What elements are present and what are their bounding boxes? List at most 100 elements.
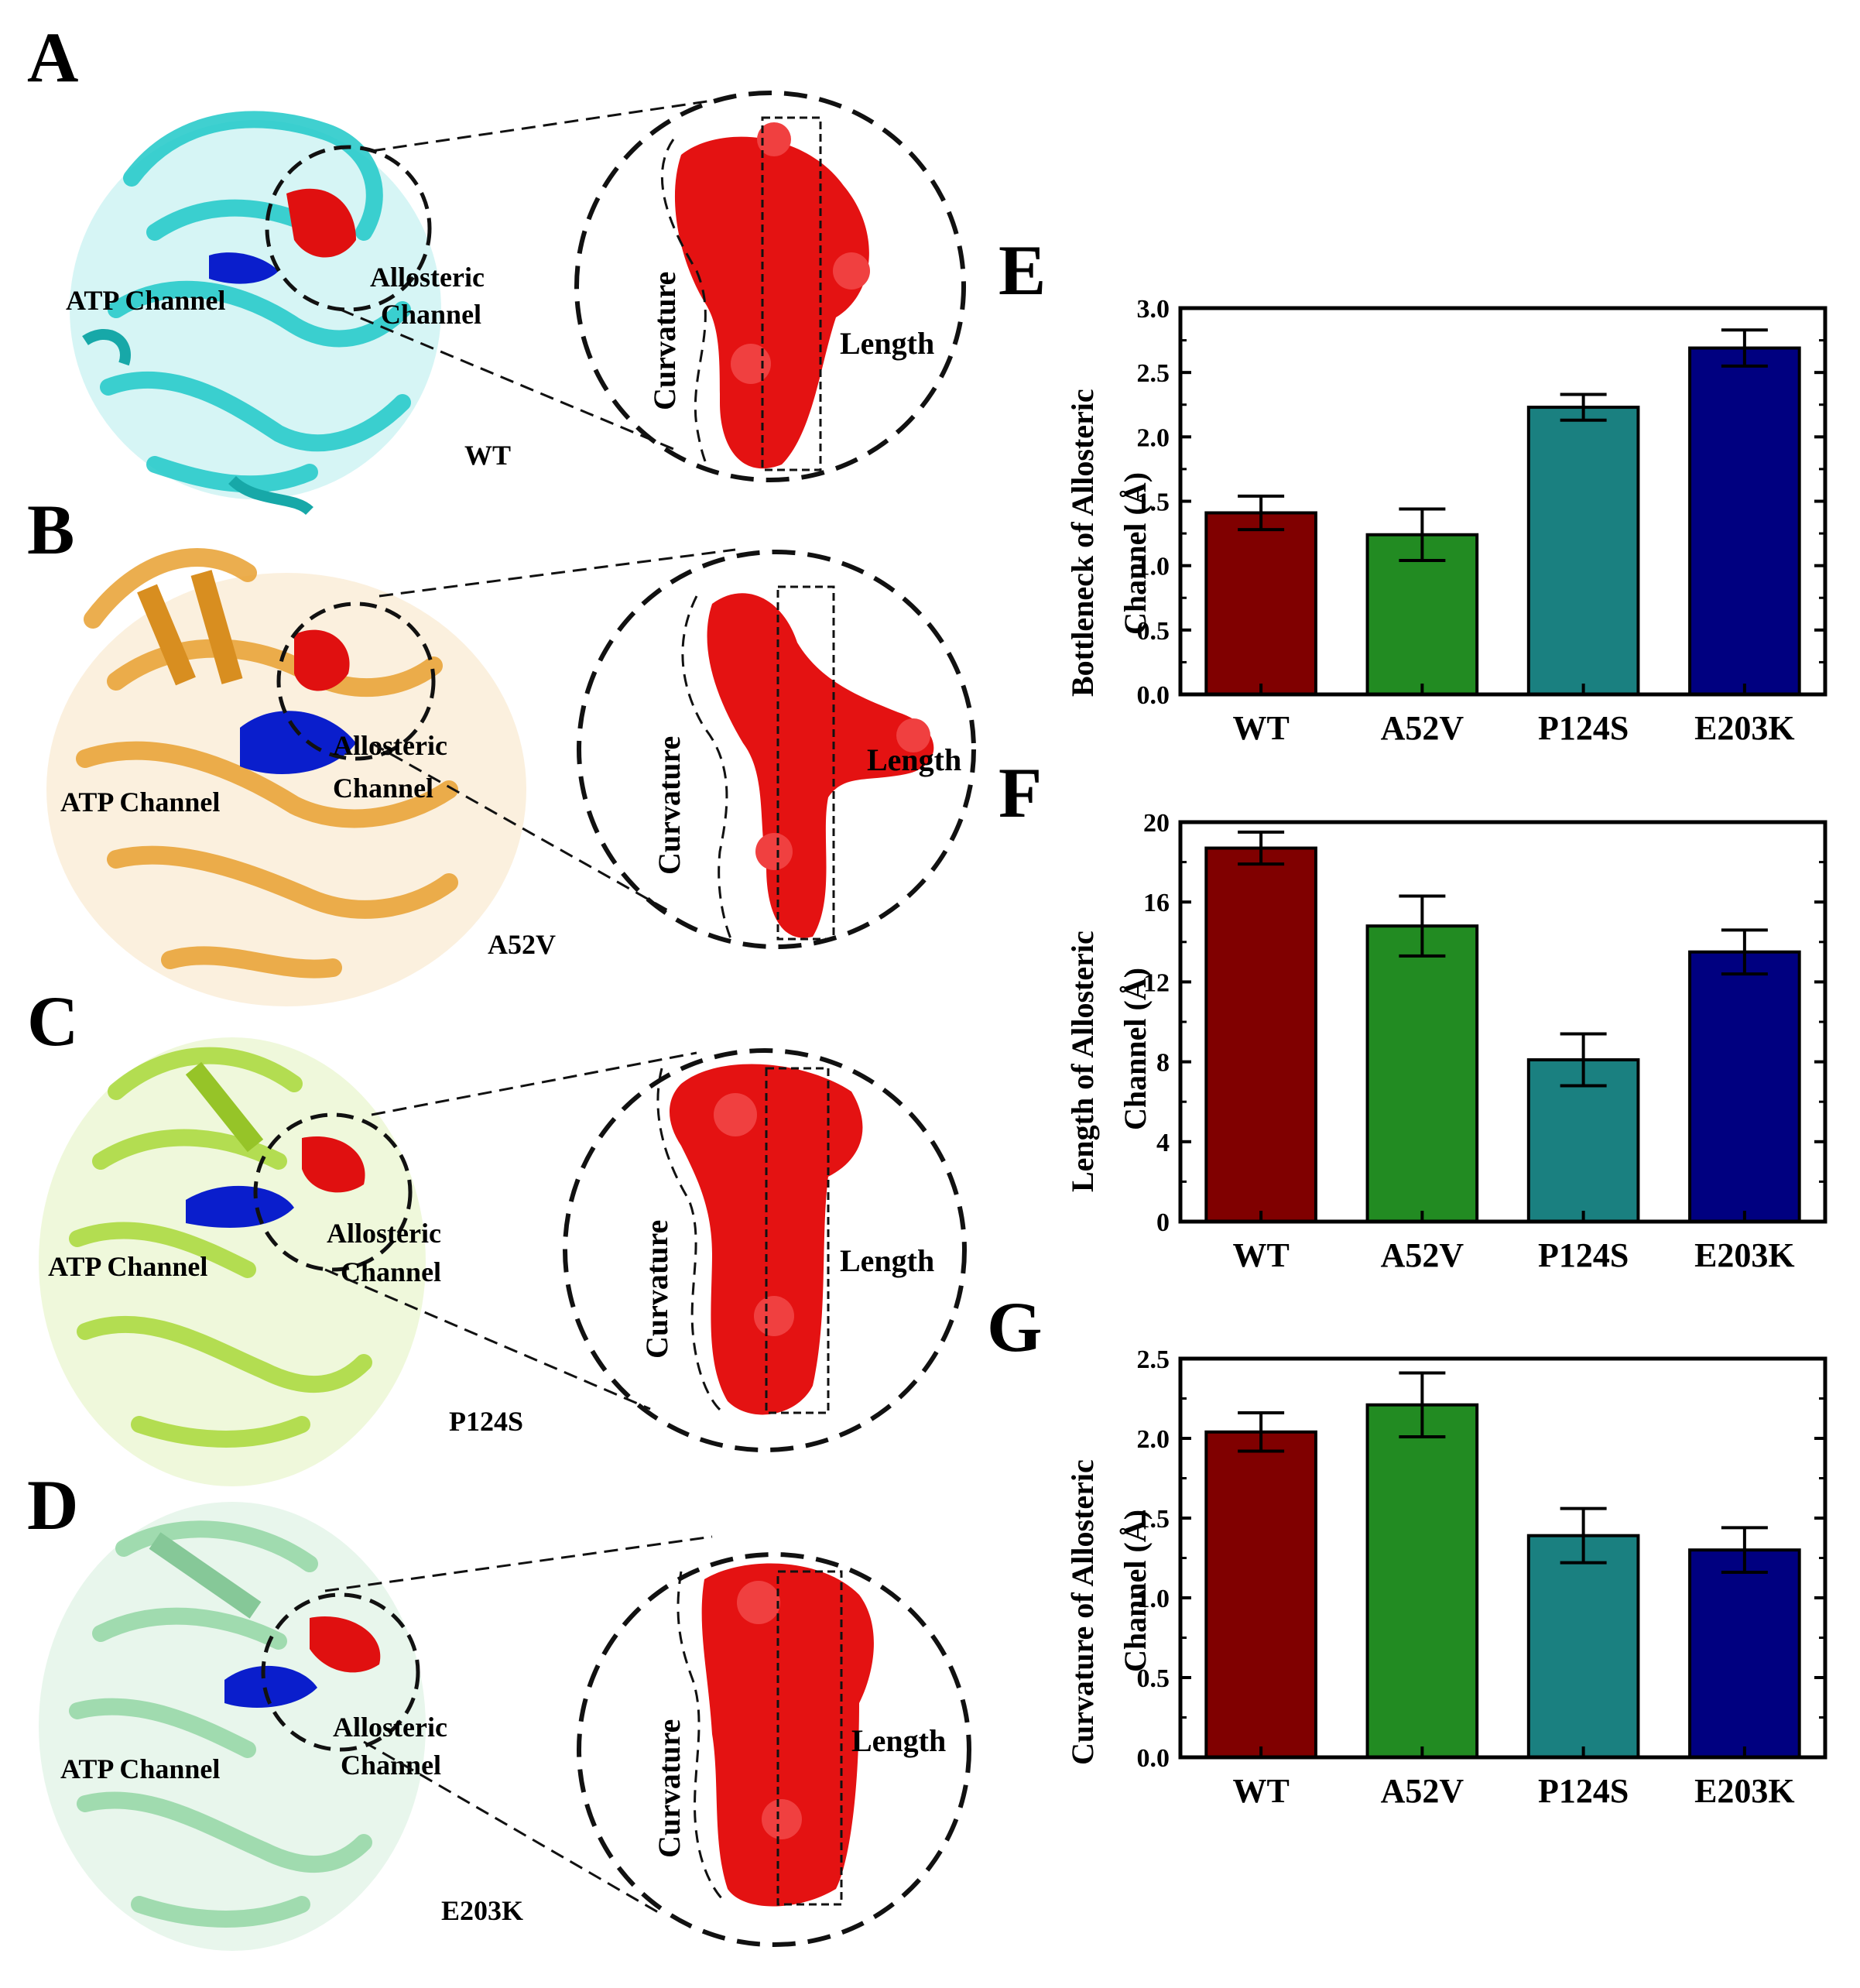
y-tick-label: 1.5	[1137, 488, 1170, 517]
atp-channel-label: ATP Channel	[60, 787, 220, 817]
x-tick-label: A52V	[1381, 1236, 1464, 1274]
x-tick-label: P124S	[1538, 709, 1629, 747]
y-tick-label: 0.5	[1137, 1664, 1170, 1693]
bar-a52v	[1365, 924, 1479, 1224]
allosteric-label-2: Channel	[341, 1750, 441, 1781]
atp-channel-label: ATP Channel	[60, 1753, 220, 1784]
y-tick-label: 0.0	[1137, 681, 1170, 710]
atp-channel-label: ATP Channel	[48, 1251, 207, 1282]
structure-panel-a: A ATP Channel Allosteric Channel WT Curv…	[27, 18, 966, 516]
length-box	[765, 1067, 830, 1414]
allosteric-label-1: Allosteric	[327, 1218, 441, 1249]
variant-label: E203K	[441, 1895, 523, 1926]
bar-wt	[1204, 511, 1317, 696]
panel-letter-g: G	[987, 1287, 1043, 1366]
y-tick-label: 3.0	[1137, 295, 1170, 324]
zoom-circle-small	[253, 1112, 413, 1272]
curvature-label: Curvature	[647, 272, 682, 410]
x-tick-label: A52V	[1381, 709, 1464, 747]
y-axis-label-line-1: Length of Allosteric	[1065, 931, 1100, 1192]
variant-label: A52V	[488, 929, 556, 960]
y-axis-label-line-2: Channel (Å)	[1118, 472, 1153, 635]
curvature-label: Curvature	[639, 1220, 674, 1359]
zoom-line-top	[371, 1051, 697, 1116]
panel-letter-c: C	[27, 982, 78, 1061]
allosteric-label-1: Allosteric	[333, 1712, 447, 1743]
chart-panel-e: E Bottleneck of Allosteric Channel (Å) 0…	[999, 231, 1827, 747]
zoom-circle-large	[563, 1048, 967, 1452]
y-axis-label-line-1: Curvature of Allosteric	[1065, 1459, 1100, 1765]
x-tick-label: P124S	[1538, 1236, 1629, 1274]
y-axis-label-line-1: Bottleneck of Allosteric	[1065, 389, 1100, 697]
bar-e203k	[1688, 346, 1801, 696]
zoom-line-bottom	[340, 308, 674, 451]
zoom-circle-small	[276, 602, 436, 761]
curvature-guide	[677, 1571, 725, 1902]
structure-panel-b: B ATP Channel Allosteric Channel A52V Cu…	[27, 490, 976, 1006]
atp-channel-blue	[186, 1185, 294, 1228]
variant-label: WT	[464, 440, 511, 471]
y-tick-label: 12	[1143, 968, 1170, 997]
bar-p124s	[1526, 1534, 1640, 1760]
zoom-line-bottom	[371, 742, 674, 915]
allosteric-label-1: Allosteric	[370, 262, 485, 293]
y-tick-label: 2.0	[1137, 423, 1170, 452]
length-box	[776, 585, 835, 941]
y-tick-label: 1.0	[1137, 553, 1170, 581]
zoom-line-bottom	[363, 1740, 659, 1914]
zoom-line-top	[371, 99, 713, 153]
y-axis-label-line-2: Channel (Å)	[1118, 968, 1153, 1130]
length-box	[776, 1570, 843, 1906]
x-tick-label: WT	[1232, 1772, 1289, 1810]
x-tick-label: WT	[1232, 709, 1289, 747]
y-tick-label: 20	[1143, 809, 1170, 838]
y-tick-label: 2.5	[1137, 359, 1170, 388]
x-tick-label: WT	[1232, 1236, 1289, 1274]
chart-panel-g: G Curvature of Allosteric Channel (Å) 0.…	[987, 1287, 1827, 1810]
zoom-circle-large	[574, 91, 966, 482]
zoom-line-top	[324, 1535, 713, 1592]
x-tick-label: E203K	[1694, 1236, 1795, 1274]
bar-p124s	[1526, 406, 1640, 696]
allosteric-label-2: Channel	[333, 773, 433, 804]
channel-sphere-model	[701, 1563, 874, 1907]
y-tick-label: 0.5	[1137, 617, 1170, 646]
channel-sphere-model	[674, 122, 870, 469]
zoom-circle-small	[265, 145, 432, 312]
curvature-guide	[681, 595, 733, 941]
x-tick-label: A52V	[1381, 1772, 1464, 1810]
channel-sphere-model	[707, 593, 934, 938]
bar-e203k	[1688, 1548, 1801, 1759]
y-tick-label: 16	[1143, 889, 1170, 917]
plot-frame	[1178, 306, 1827, 697]
chart-panel-f: F Length of Allosteric Channel (Å) 0 4 8 12…	[999, 753, 1827, 1274]
protein-cartoon	[46, 548, 526, 1006]
channel-sphere-model	[670, 1064, 863, 1415]
allosteric-channel-red	[302, 1136, 365, 1193]
bar-e203k	[1688, 950, 1801, 1223]
protein-cartoon	[39, 1502, 426, 1951]
panel-letter-b: B	[27, 490, 74, 569]
y-tick-label: 0	[1156, 1208, 1170, 1237]
plot-frame	[1178, 1356, 1827, 1760]
zoom-circle-small	[261, 1592, 420, 1752]
bar-wt	[1204, 846, 1317, 1224]
panel-letter-e: E	[999, 231, 1046, 310]
allosteric-label-1: Allosteric	[333, 730, 447, 761]
plot-frame	[1178, 820, 1827, 1224]
y-axis-label-line-2: Channel (Å)	[1118, 1510, 1153, 1672]
structure-panel-c: C ATP Channel Allosteric Channel P124S C…	[27, 982, 967, 1486]
allosteric-channel-red	[286, 188, 356, 258]
zoom-circle-large	[577, 1552, 971, 1947]
x-tick-label: P124S	[1538, 1772, 1629, 1810]
atp-channel-blue	[240, 711, 356, 774]
y-tick-label: 4	[1156, 1129, 1170, 1157]
length-label: Length	[851, 1723, 946, 1758]
panel-letter-a: A	[27, 18, 78, 97]
x-tick-label: E203K	[1694, 1772, 1795, 1810]
structure-panel-d: D ATP Channel Allosteric Channel E203K C…	[27, 1465, 971, 1951]
curvature-guide	[661, 139, 710, 469]
allosteric-label-2: Channel	[381, 299, 481, 330]
y-tick-label: 2.0	[1137, 1425, 1170, 1454]
